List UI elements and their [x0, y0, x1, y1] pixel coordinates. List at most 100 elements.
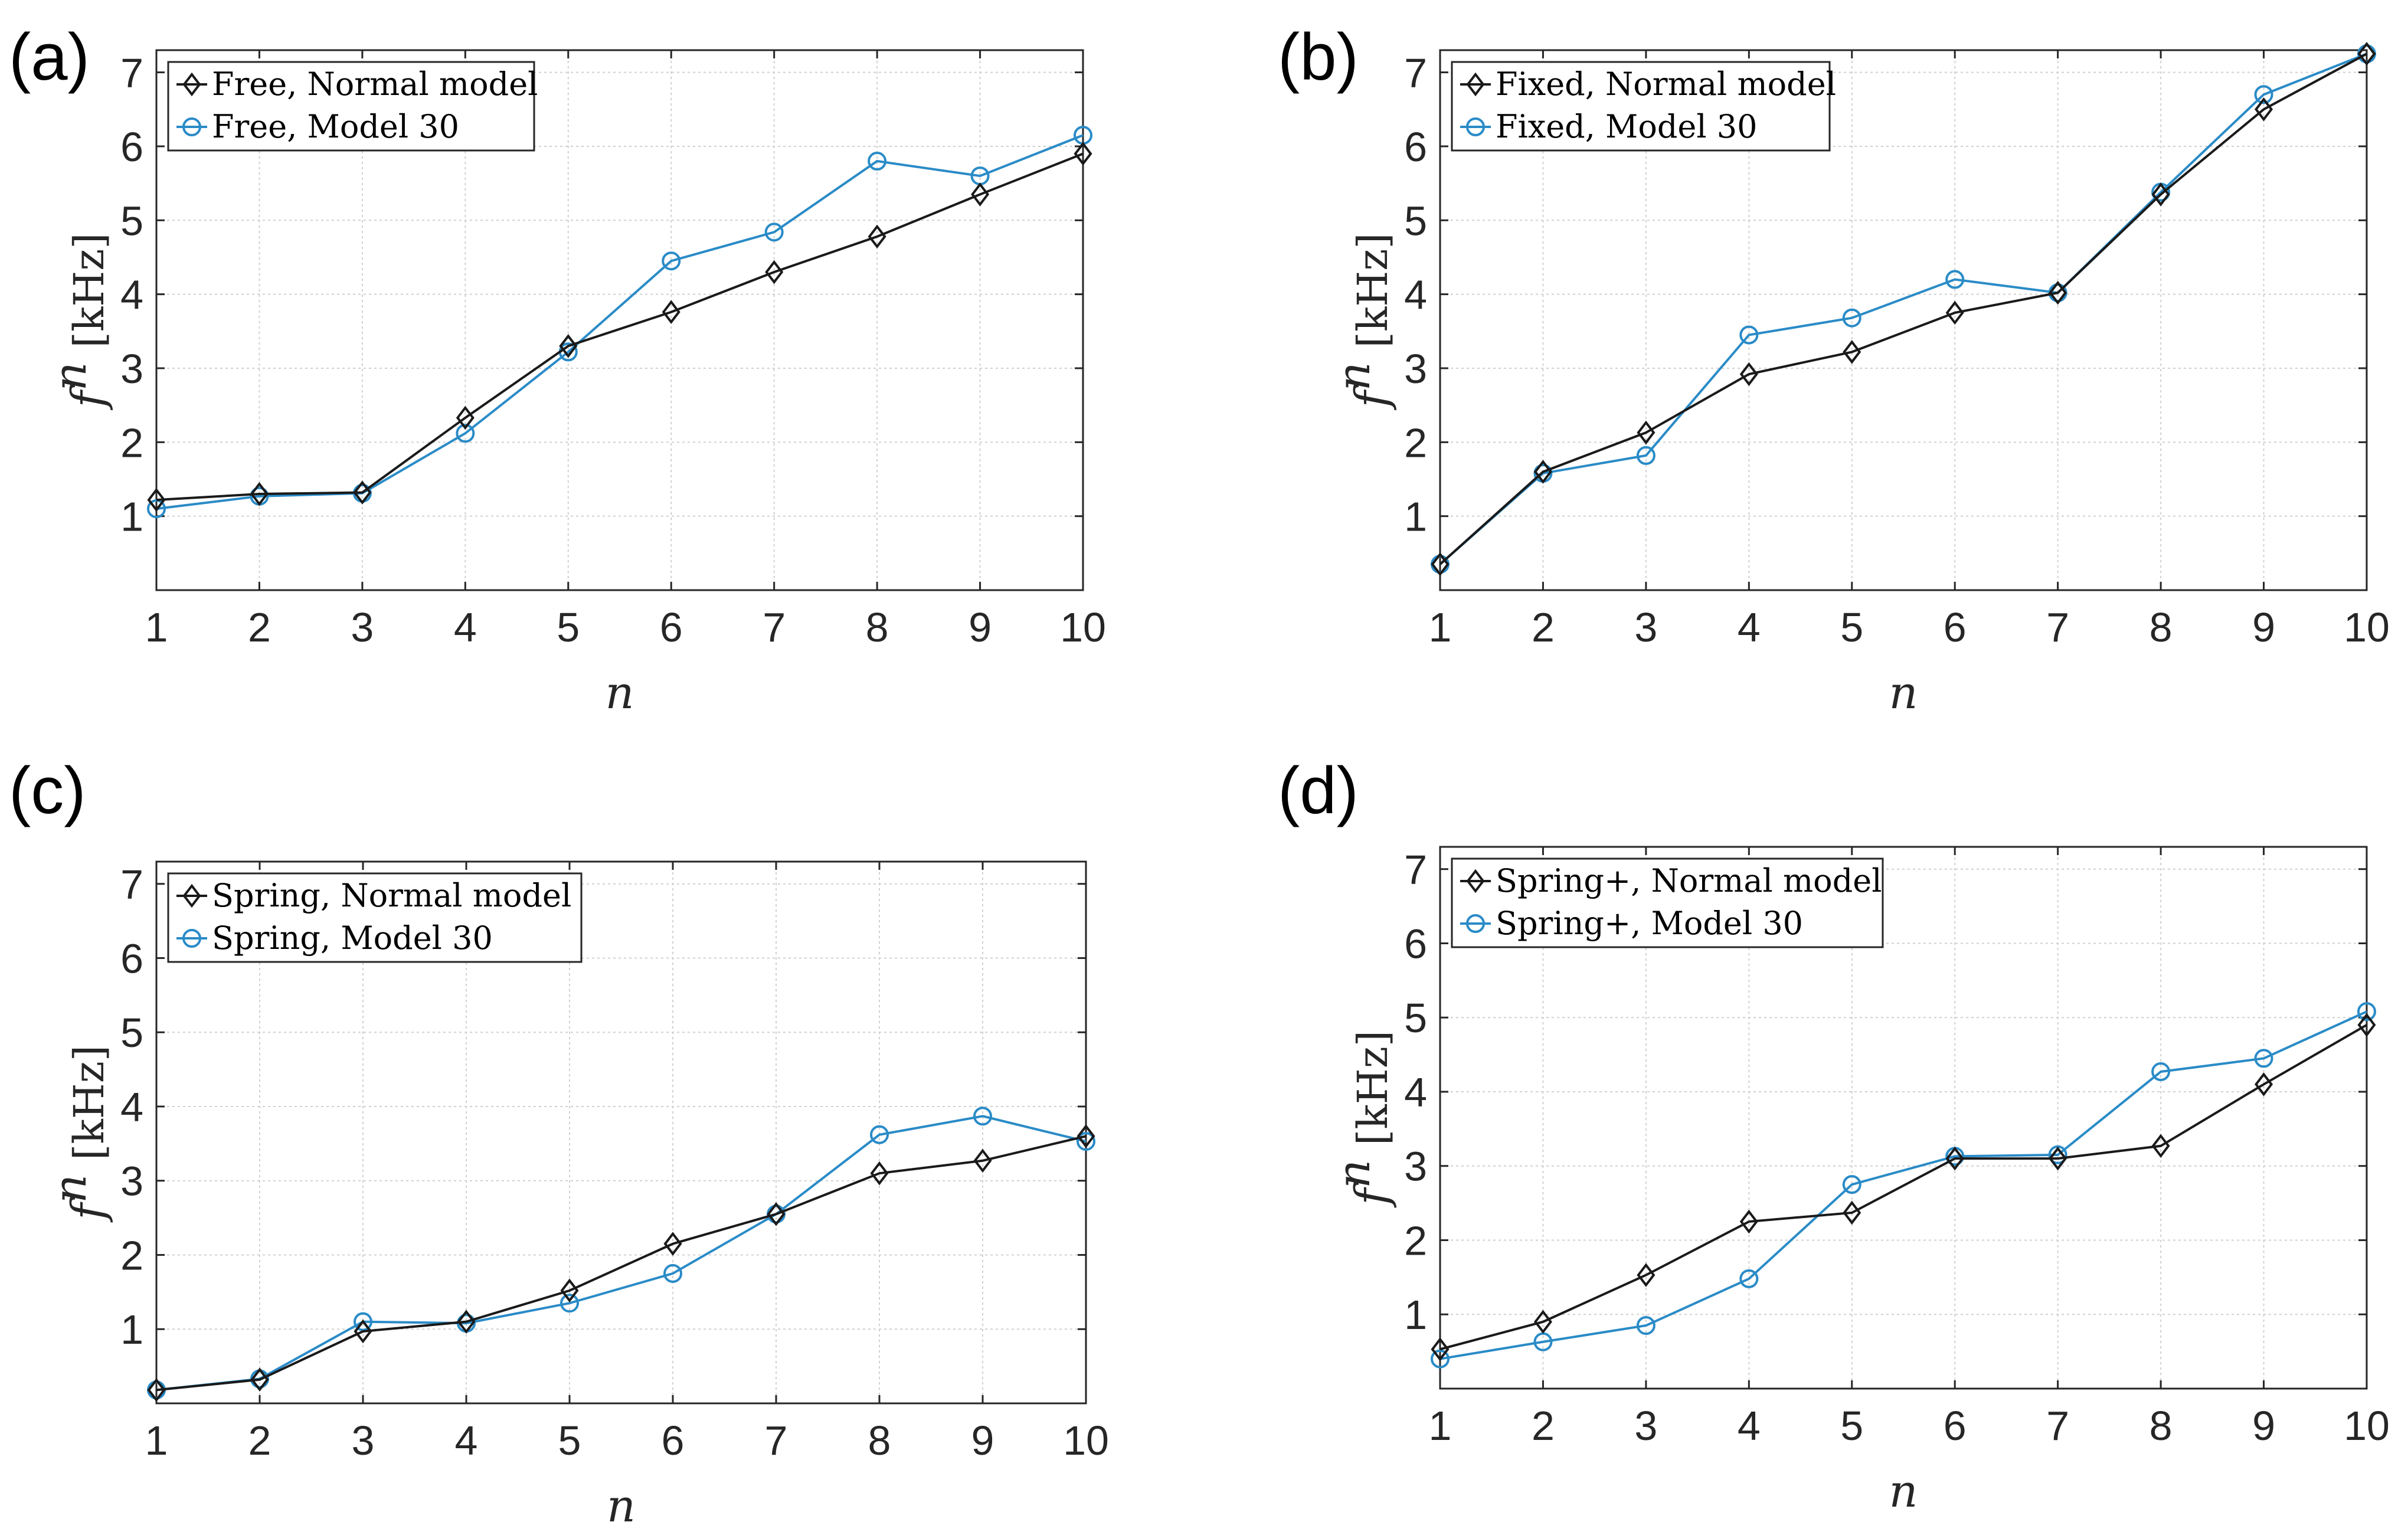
data-point-diamond — [2049, 280, 2067, 305]
y-tick-label: 2 — [120, 420, 143, 466]
x-tick-label: 8 — [2149, 604, 2173, 650]
data-point-diamond — [147, 1378, 166, 1402]
series-line — [1439, 1010, 2367, 1360]
data-point-diamond — [1945, 1146, 1964, 1171]
y-axis-superscript: n — [1327, 362, 1380, 391]
y-tick-label: 3 — [120, 1158, 143, 1204]
x-tick-label: 9 — [2252, 1403, 2275, 1449]
data-point-circle — [868, 152, 887, 171]
series-normal-model — [147, 142, 1092, 512]
y-axis-label: fn[kHz] — [44, 233, 114, 410]
data-point-circle — [1636, 1316, 1656, 1335]
y-tick-label: 5 — [1404, 995, 1427, 1041]
data-point-diamond — [663, 1232, 682, 1256]
data-point-diamond — [2151, 1134, 2170, 1158]
legend: Spring+, Normal model Spring+, Model 30 — [1451, 857, 1884, 948]
data-point-circle — [1842, 308, 1861, 328]
data-point-circle — [1077, 1132, 1095, 1151]
data-point-diamond — [456, 405, 475, 430]
legend-entry: Spring, Normal model — [212, 877, 571, 914]
y-tick-label: 7 — [1404, 847, 1427, 893]
x-axis-label: n — [606, 666, 634, 719]
data-point-diamond — [767, 1202, 786, 1226]
x-tick-label: 2 — [248, 1418, 271, 1464]
y-tick-label: 4 — [120, 272, 143, 318]
data-point-diamond — [2049, 1146, 2067, 1171]
data-point-diamond — [868, 224, 886, 249]
x-tick-label: 4 — [455, 1418, 478, 1464]
x-tick-label: 5 — [557, 604, 580, 650]
data-point-diamond — [250, 482, 269, 506]
x-tick-label: 10 — [2344, 604, 2390, 650]
legend-marker — [1466, 869, 1485, 893]
data-point-diamond — [147, 487, 166, 512]
y-tick-label: 3 — [120, 346, 143, 392]
legend-box — [167, 872, 583, 963]
data-point-diamond — [1843, 1200, 1861, 1225]
y-axis-superscript: n — [44, 362, 96, 391]
series-line — [1439, 1024, 2367, 1351]
series-line — [1439, 53, 2367, 565]
data-point-circle — [456, 424, 475, 443]
data-point-diamond — [973, 1148, 992, 1173]
y-tick-label: 1 — [1404, 494, 1427, 540]
data-point-diamond — [1533, 460, 1552, 484]
y-axis-label: fn[kHz] — [1327, 1030, 1398, 1208]
y-tick-label: 5 — [120, 1010, 143, 1056]
data-point-diamond — [2151, 182, 2170, 207]
y-tick-label: 6 — [120, 124, 143, 170]
x-tick-label: 10 — [1060, 604, 1106, 650]
y-tick-label: 1 — [120, 494, 143, 540]
x-tick-label: 6 — [662, 1418, 685, 1464]
legend-entry: Spring, Model 30 — [212, 919, 493, 957]
x-tick-label: 7 — [763, 604, 786, 650]
series-line — [156, 152, 1084, 502]
legend-entry: Fixed, Normal model — [1496, 66, 1836, 103]
data-point-circle — [663, 1263, 682, 1283]
data-point-diamond — [1739, 362, 1758, 387]
data-point-diamond — [870, 1161, 889, 1186]
data-point-circle — [1842, 1175, 1861, 1194]
y-tick-label: 1 — [1404, 1292, 1427, 1338]
data-point-diamond — [354, 1319, 372, 1344]
y-tick-label: 2 — [120, 1232, 143, 1278]
data-point-circle — [764, 222, 784, 242]
data-point-circle — [2151, 1062, 2171, 1082]
legend-marker — [182, 117, 201, 136]
y-tick-label: 4 — [1404, 272, 1427, 318]
x-tick-label: 4 — [1738, 1403, 1761, 1449]
y-axis-unit: [kHz] — [1349, 233, 1397, 348]
y-tick-label: 6 — [1404, 124, 1427, 170]
x-axis-label: n — [1889, 1465, 1918, 1517]
data-point-diamond — [1637, 1263, 1656, 1287]
data-point-circle — [147, 499, 166, 519]
data-point-diamond — [559, 334, 578, 358]
legend: Free, Normal model Free, Model 30 — [167, 61, 538, 152]
x-tick-label: 5 — [1840, 604, 1863, 650]
data-point-diamond — [2357, 41, 2376, 66]
legend-marker — [182, 72, 201, 97]
legend-box — [1451, 857, 1884, 948]
data-point-diamond — [1077, 1124, 1095, 1148]
data-point-circle — [973, 1107, 992, 1126]
legend-entry: Spring+, Model 30 — [1496, 905, 1803, 942]
x-tick-label: 2 — [1532, 1403, 1555, 1449]
y-tick-label: 3 — [1404, 1144, 1427, 1190]
data-point-diamond — [1945, 300, 1964, 325]
data-point-circle — [2357, 1002, 2376, 1022]
data-point-diamond — [662, 300, 680, 325]
data-point-diamond — [1533, 1310, 1552, 1334]
y-tick-label: 5 — [120, 198, 143, 244]
legend-entry: Free, Normal model — [212, 66, 538, 103]
data-point-diamond — [765, 260, 784, 284]
y-axis-unit: [kHz] — [65, 1045, 113, 1160]
legend-marker — [182, 883, 201, 908]
data-point-circle — [354, 1312, 372, 1331]
y-tick-label: 5 — [1404, 198, 1427, 244]
y-tick-label: 7 — [120, 862, 143, 908]
panel-label: (b) — [1278, 20, 1359, 94]
x-tick-label: 7 — [765, 1418, 788, 1464]
data-point-diamond — [1739, 1209, 1758, 1234]
